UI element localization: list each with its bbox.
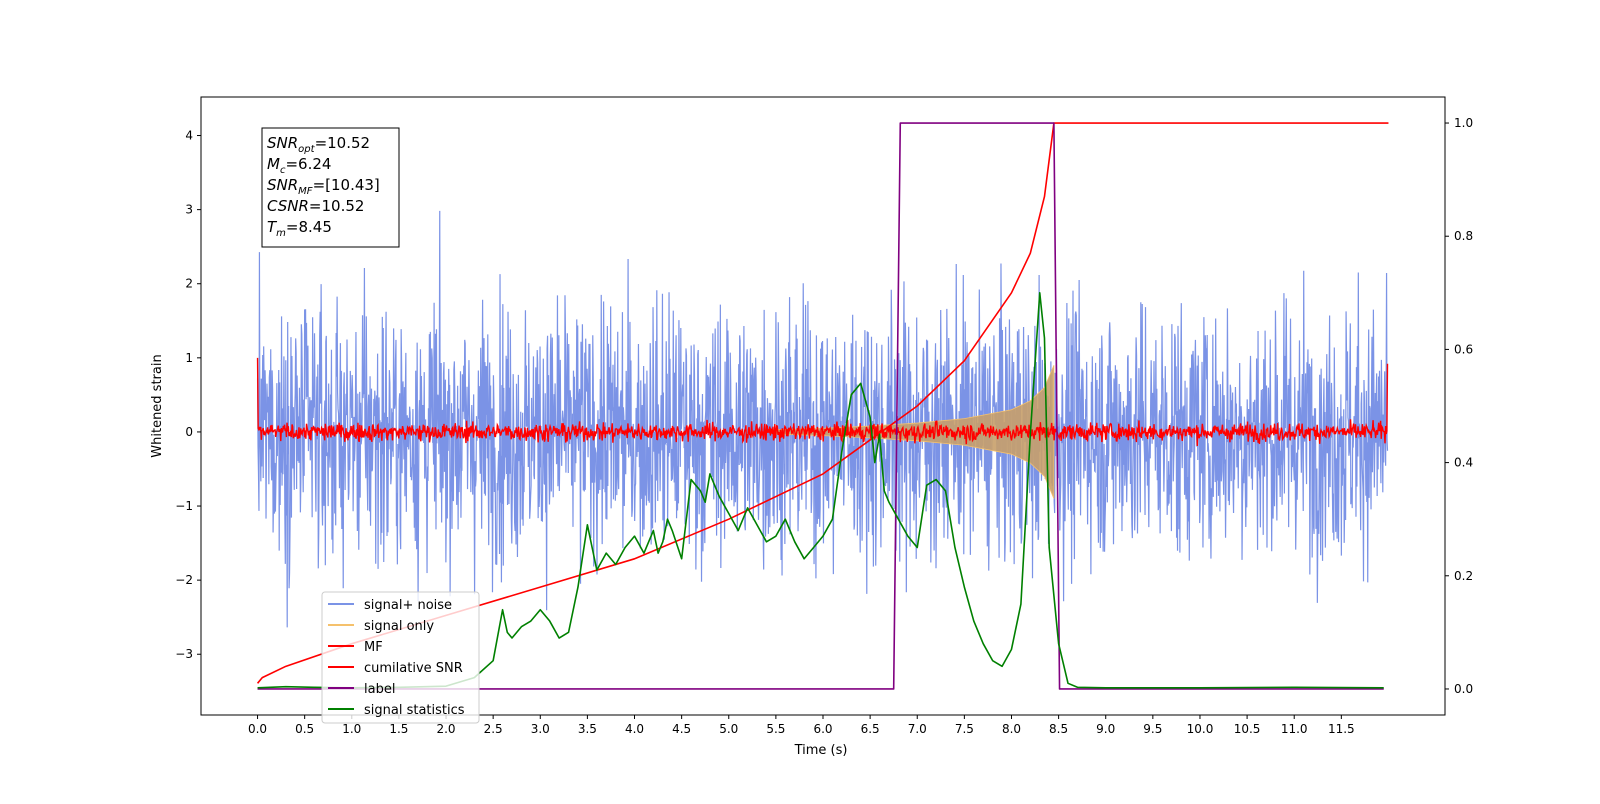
y-tick-label: 0 <box>185 425 193 439</box>
x-tick-label: 9.0 <box>1096 722 1115 736</box>
y2-tick-label: 0.2 <box>1454 569 1473 583</box>
x-tick-label: 7.0 <box>908 722 927 736</box>
x-tick-label: 10.5 <box>1234 722 1261 736</box>
x-tick-label: 0.0 <box>248 722 267 736</box>
legend-label: signal statistics <box>364 703 465 718</box>
x-tick-label: 6.5 <box>861 722 880 736</box>
x-tick-label: 8.0 <box>1002 722 1021 736</box>
legend-label: signal only <box>364 619 434 634</box>
y2-tick-label: 0.6 <box>1454 342 1473 356</box>
x-tick-label: 9.5 <box>1143 722 1162 736</box>
annotation-box-frame <box>261 127 400 248</box>
series-layer <box>256 122 1389 690</box>
x-tick-label: 1.0 <box>342 722 361 736</box>
annotation-line: SNRopt=10.52 <box>267 134 370 155</box>
y-tick-label: −2 <box>175 573 193 587</box>
x-tick-label: 5.0 <box>719 722 738 736</box>
series-label-line <box>257 122 1384 690</box>
y-tick-label: −3 <box>175 647 193 661</box>
stats-annotation-box: SNRopt=10.52Mc=6.24SNRMF=[10.43]CSNR=10.… <box>261 127 400 248</box>
y2-tick-label: 1.0 <box>1454 116 1473 130</box>
x-tick-label: 3.5 <box>578 722 597 736</box>
annotation-line: CSNR=10.52 <box>267 197 364 215</box>
y-tick-label: 1 <box>185 351 193 365</box>
x-tick-label: 1.5 <box>389 722 408 736</box>
x-axis: 0.0 0.5 1.0 1.5 2.0 2.5 3.0 3.5 4.0 4.5 5.0 5.5 6.0 6… <box>248 715 1355 736</box>
y-axis-label: Whitened strain <box>150 354 165 457</box>
y-tick-label: 3 <box>185 203 193 217</box>
x-tick-label: 7.5 <box>955 722 974 736</box>
legend-label: label <box>364 682 395 697</box>
x-tick-label: 3.0 <box>531 722 550 736</box>
x-tick-label: 2.5 <box>484 722 503 736</box>
x-tick-label: 2.0 <box>436 722 455 736</box>
series-signal-noise-line <box>256 210 1389 628</box>
x-tick-label: 10.0 <box>1187 722 1214 736</box>
x-axis-label: Time (s) <box>794 743 848 758</box>
y-tick-label: 2 <box>185 277 193 291</box>
y-tick-label: −1 <box>175 499 193 513</box>
legend-frame <box>321 591 480 724</box>
legend: signal+ noise signal only MF cumilative SNR… <box>321 591 480 724</box>
x-tick-label: 11.0 <box>1281 722 1308 736</box>
y-axis-right: 0.0 0.2 0.4 0.6 0.8 1.0 <box>1445 116 1473 696</box>
x-tick-label: 8.5 <box>1049 722 1068 736</box>
legend-label: signal+ noise <box>364 598 452 613</box>
series-signal-statistics-line <box>257 292 1384 689</box>
legend-label: MF <box>364 640 383 655</box>
annotation-line: Mc=6.24 <box>267 155 331 176</box>
series-mf-line <box>256 357 1389 447</box>
x-tick-label: 4.0 <box>625 722 644 736</box>
x-tick-label: 11.5 <box>1328 722 1355 736</box>
y2-tick-label: 0.8 <box>1454 229 1473 243</box>
x-tick-label: 4.5 <box>672 722 691 736</box>
x-tick-label: 6.0 <box>813 722 832 736</box>
x-tick-label: 5.5 <box>766 722 785 736</box>
legend-label: cumilative SNR <box>364 661 463 676</box>
y2-tick-label: 0.4 <box>1454 456 1473 470</box>
y-axis-left: −3 −2 −1 0 1 2 3 4 <box>175 129 201 661</box>
y2-tick-label: 0.0 <box>1454 682 1473 696</box>
x-tick-label: 0.5 <box>295 722 314 736</box>
annotation-line: SNRMF=[10.43] <box>267 176 380 197</box>
y-tick-label: 4 <box>185 129 193 143</box>
annotation-line: Tm=8.45 <box>267 218 332 239</box>
